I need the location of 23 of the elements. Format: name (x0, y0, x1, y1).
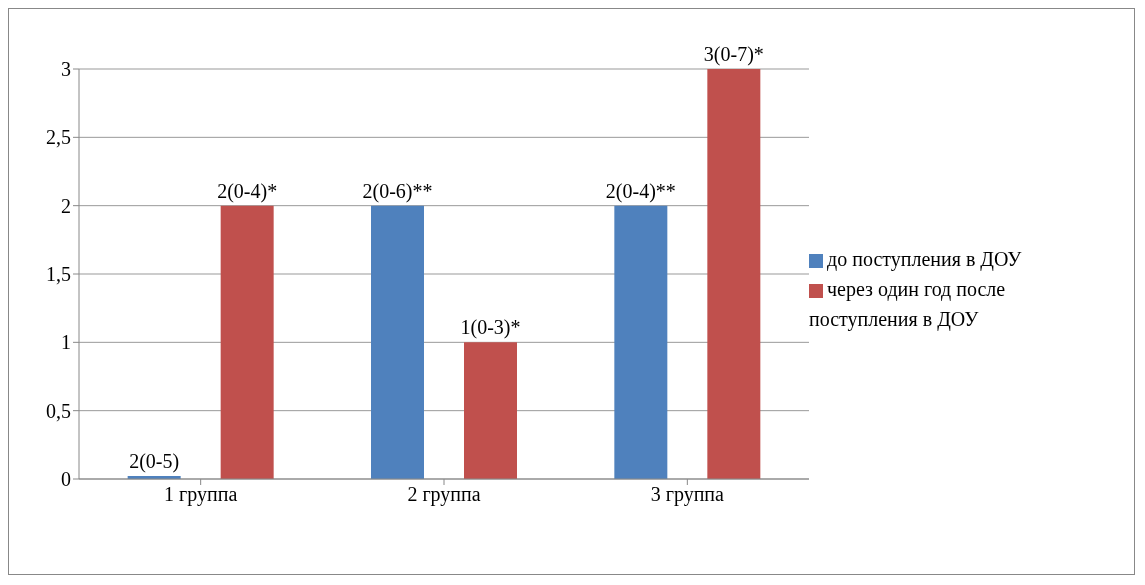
y-tick-label: 1 (61, 331, 71, 354)
bar (464, 342, 517, 479)
bar (707, 69, 761, 479)
data-label: 2(0-5) (129, 450, 180, 473)
data-label: 1(0-3)* (460, 316, 521, 340)
y-tick-label: 2,5 (46, 126, 71, 149)
y-tick-label: 2 (61, 194, 71, 217)
bar (220, 205, 274, 479)
data-label: 2(0-4)** (605, 179, 676, 203)
x-tick-label: 1 группа (164, 483, 238, 507)
legend-label: через один год после поступления в ДОУ (809, 278, 1006, 330)
y-tick-label: 0,5 (46, 399, 71, 422)
y-tick-label: 3 (61, 58, 71, 81)
data-label: 3(0-7)* (703, 43, 764, 66)
data-label: 2(0-4)* (217, 179, 278, 203)
bar (371, 205, 424, 479)
bar (614, 205, 668, 479)
legend-label: до поступления в ДОУ (827, 248, 1022, 270)
y-tick-label: 1,5 (46, 263, 71, 286)
x-tick-label: 3 группа (650, 483, 725, 507)
x-tick-label: 2 группа (407, 483, 481, 507)
y-tick-label: 0 (61, 468, 71, 491)
data-label: 2(0-6)** (362, 179, 433, 203)
